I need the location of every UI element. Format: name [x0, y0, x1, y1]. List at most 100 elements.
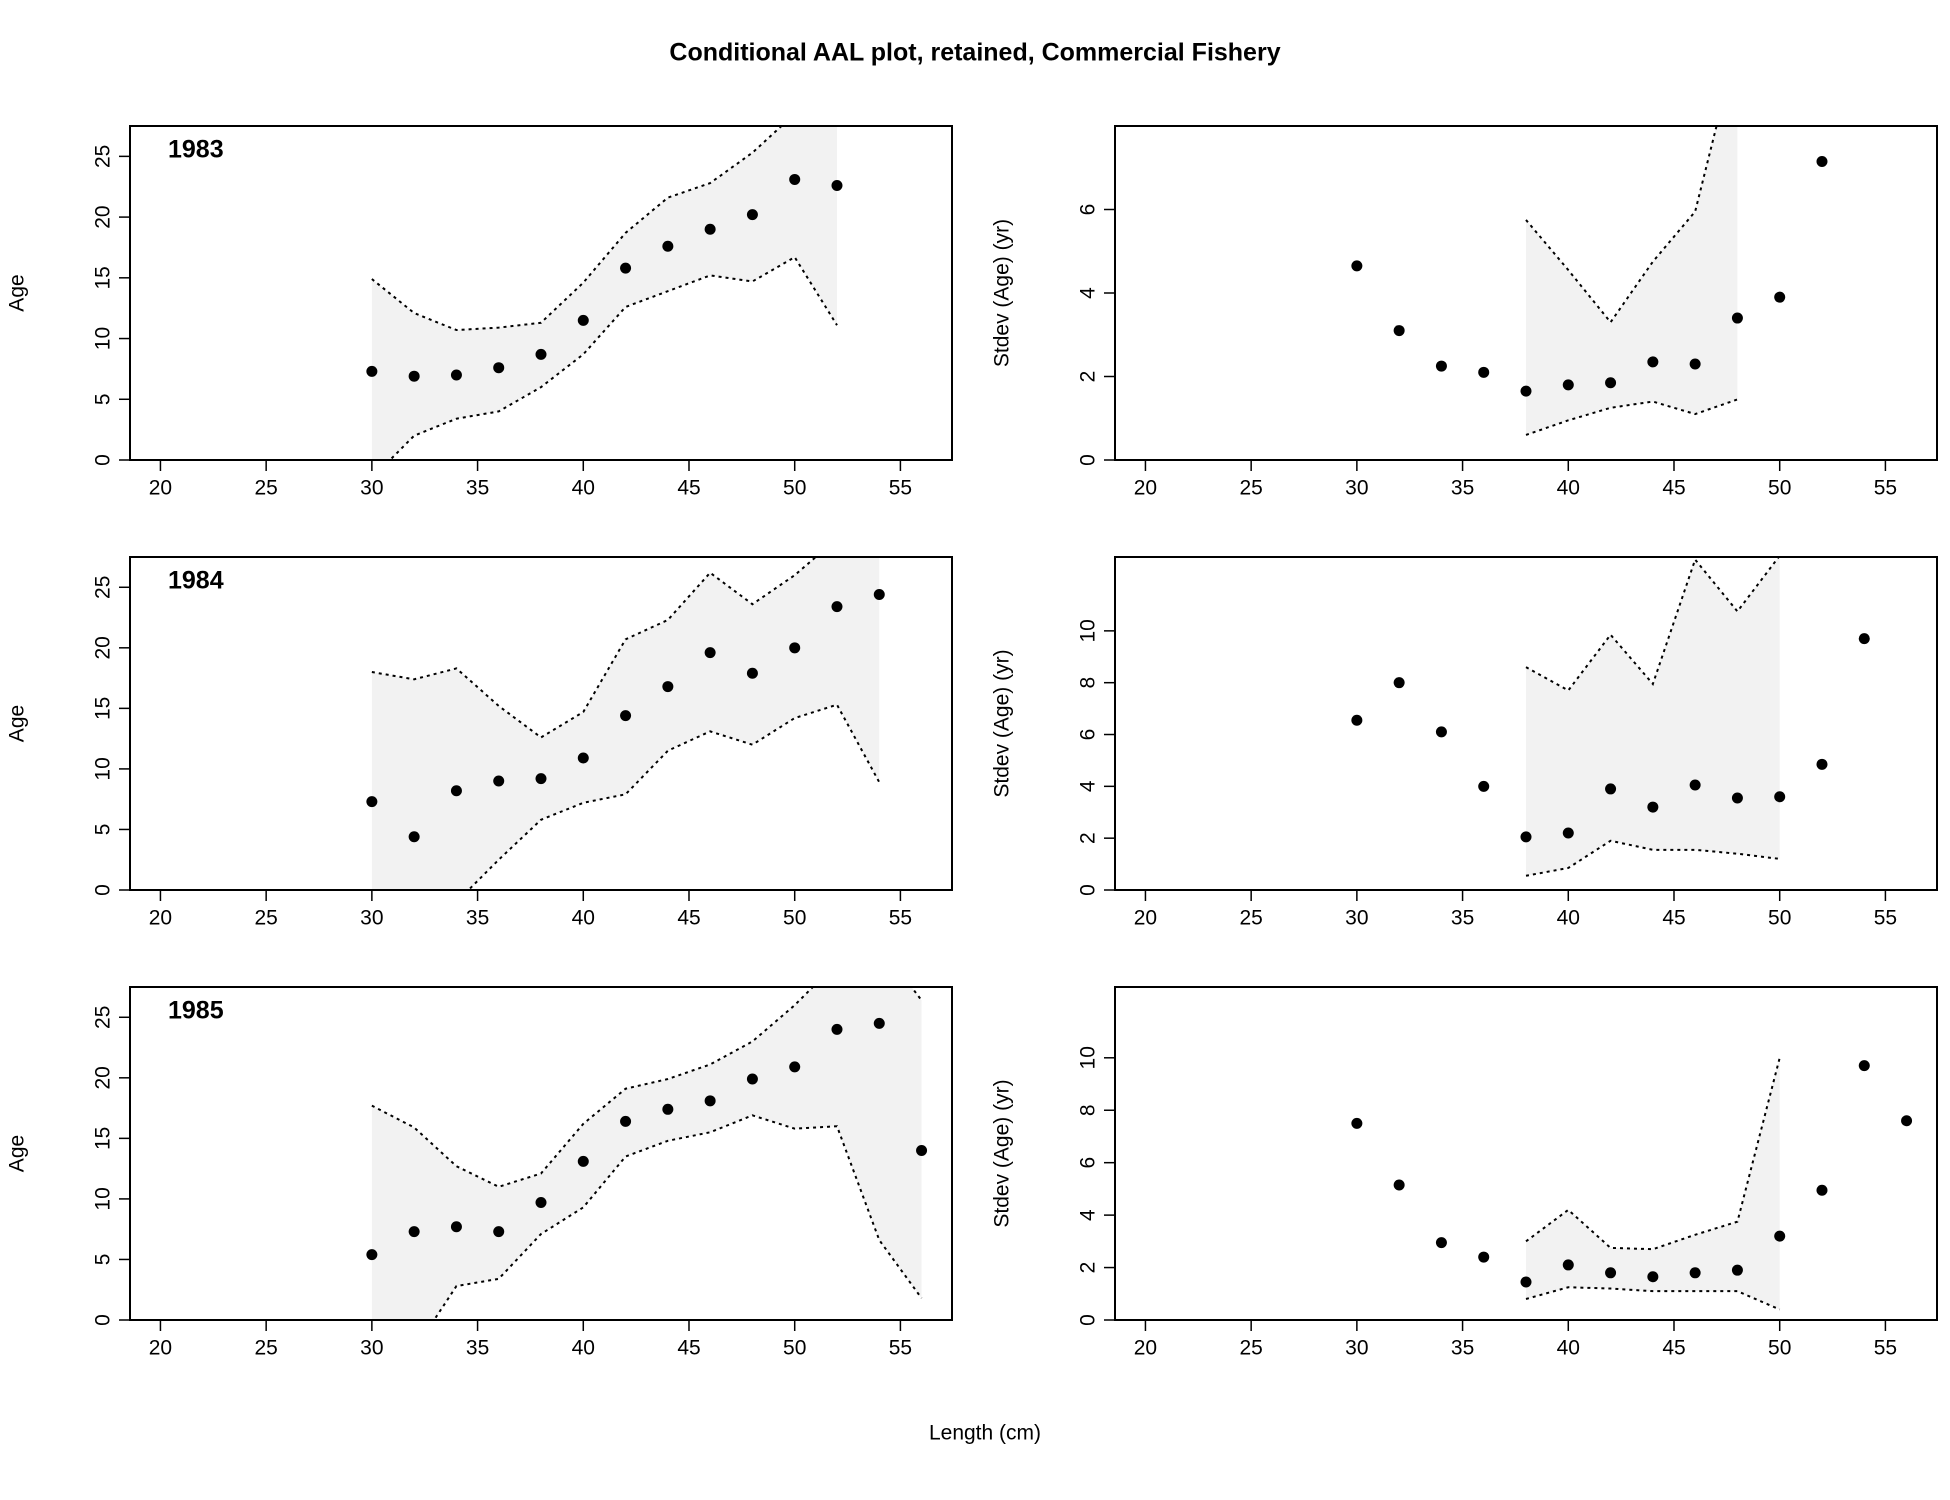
data-point [662, 1103, 674, 1115]
x-tick-label: 35 [1451, 907, 1474, 930]
data-point [1478, 780, 1490, 792]
data-point [1562, 379, 1574, 391]
y-tick-label: 15 [92, 697, 115, 720]
x-tick-label: 35 [466, 477, 489, 500]
data-point [916, 1144, 928, 1156]
data-point [1647, 356, 1659, 368]
y-tick-label: 15 [92, 1127, 115, 1150]
x-tick-label: 45 [677, 477, 700, 500]
y-tick-label: 0 [92, 1314, 115, 1326]
y-tick-label: 10 [92, 1187, 115, 1210]
data-point [1520, 385, 1532, 397]
x-axis-label: Length (cm) [929, 1422, 1041, 1445]
y-tick-label: 0 [1077, 884, 1100, 896]
data-point [746, 1073, 758, 1085]
panel-label: 1983 [168, 136, 224, 164]
x-tick-label: 40 [1557, 907, 1580, 930]
x-tick-label: 55 [889, 477, 912, 500]
data-point [1562, 1259, 1574, 1271]
data-point [1647, 1271, 1659, 1283]
x-tick-label: 20 [1134, 907, 1157, 930]
y-tick-label: 6 [1077, 729, 1100, 741]
interval-upper [371, 557, 818, 739]
data-point [1351, 260, 1363, 272]
panel: 20 25 30 35 40 45 50 55 0 2 4 6 8 10 Stdev (Age) (yr) [991, 556, 1938, 930]
x-tick-label: 35 [466, 1337, 489, 1360]
interval-lower [1525, 1286, 1781, 1311]
plot-area [1351, 126, 1828, 436]
y-tick-label: 15 [92, 266, 115, 289]
data-point [493, 1226, 505, 1238]
y-axis-label: Age [6, 705, 29, 742]
interval-upper [371, 126, 783, 332]
y-tick-label: 5 [92, 393, 115, 405]
figure-title: Conditional AAL plot, retained, Commerci… [669, 39, 1280, 67]
data-point [1731, 792, 1743, 804]
data-point [1478, 366, 1490, 378]
data-point [789, 173, 801, 185]
interval-band [371, 126, 837, 460]
data-point [1731, 1264, 1743, 1276]
data-point [1435, 726, 1447, 738]
y-tick-label: 10 [92, 757, 115, 780]
y-axis-label: Age [6, 274, 29, 311]
interval-upper [371, 987, 923, 1188]
x-tick-label: 20 [149, 907, 172, 930]
x-tick-label: 30 [360, 477, 383, 500]
x-tick-label: 40 [1557, 477, 1580, 500]
panel: 20 25 30 35 40 45 50 55 0 5 10 15 20 25 Age 1985 [6, 986, 953, 1360]
y-tick-label: 10 [1077, 619, 1100, 642]
x-tick-label: 20 [1134, 477, 1157, 500]
x-tick-label: 45 [1662, 1337, 1685, 1360]
interval-band [1526, 1057, 1780, 1310]
data-point [1901, 1115, 1913, 1127]
data-point [831, 180, 843, 192]
x-tick-label: 40 [572, 907, 595, 930]
x-tick-label: 35 [1451, 477, 1474, 500]
interval-band [371, 987, 922, 1320]
plot-frame [1114, 556, 1938, 891]
y-tick-label: 4 [1077, 287, 1100, 299]
data-point [1393, 325, 1405, 337]
data-point [577, 314, 589, 326]
interval-band [1526, 126, 1738, 435]
data-point [1689, 779, 1701, 791]
x-tick-label: 50 [1768, 907, 1791, 930]
data-point [408, 370, 420, 382]
x-tick-label: 55 [889, 907, 912, 930]
data-point [789, 642, 801, 654]
data-point [1478, 1251, 1490, 1263]
y-tick-label: 2 [1077, 371, 1100, 383]
x-tick-label: 45 [677, 907, 700, 930]
x-tick-label: 55 [889, 1337, 912, 1360]
interval-band [371, 557, 880, 890]
data-point [873, 589, 885, 601]
data-point [450, 369, 462, 381]
data-point [1435, 1237, 1447, 1249]
x-tick-label: 25 [1239, 477, 1262, 500]
interval-lower [1525, 839, 1780, 877]
data-point [1858, 633, 1870, 645]
y-tick-label: 4 [1077, 780, 1100, 792]
data-point [1816, 758, 1828, 770]
data-point [408, 831, 420, 843]
data-point [366, 1249, 378, 1261]
plot-area [366, 126, 843, 460]
x-tick-label: 30 [360, 1337, 383, 1360]
data-point [1435, 360, 1447, 372]
y-tick-label: 0 [1077, 454, 1100, 466]
y-axis-label: Stdev (Age) (yr) [991, 1079, 1014, 1227]
data-point [1816, 1184, 1828, 1196]
interval-lower [1525, 398, 1738, 436]
data-point [1605, 1267, 1617, 1279]
y-tick-label: 2 [1077, 832, 1100, 844]
x-tick-label: 50 [1768, 477, 1791, 500]
y-axis-label: Age [6, 1135, 29, 1172]
x-tick-label: 35 [1451, 1337, 1474, 1360]
x-tick-label: 50 [783, 907, 806, 930]
x-tick-label: 30 [1345, 1337, 1368, 1360]
x-tick-label: 30 [360, 907, 383, 930]
interval-lower [388, 255, 838, 460]
data-point [366, 365, 378, 377]
